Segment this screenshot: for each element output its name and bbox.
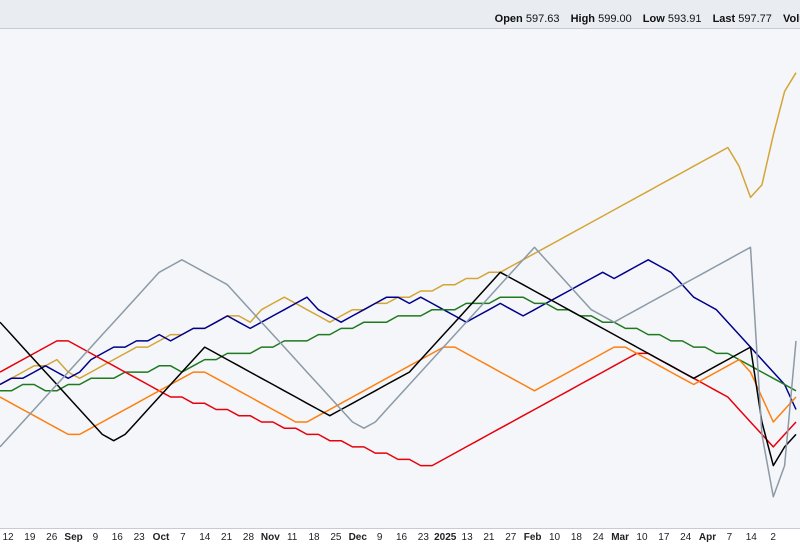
open-value: 597.63	[525, 13, 560, 25]
x-tick-label: 7	[180, 532, 186, 543]
x-tick-label: 10	[548, 532, 561, 543]
x-tick-label: 11	[286, 532, 298, 543]
x-tick-label: 9	[92, 532, 99, 543]
open-label: Open	[494, 13, 523, 25]
x-tick-label: 14	[199, 532, 211, 543]
series-line-7	[0, 246, 797, 498]
low-value: 593.91	[667, 13, 702, 25]
x-tick-label: Apr	[698, 532, 717, 543]
x-tick-label: Mar	[611, 532, 630, 543]
last-label: Last	[712, 13, 736, 25]
x-tick-label: 21	[221, 532, 233, 543]
x-tick-label: 21	[483, 532, 495, 543]
plot-area	[0, 29, 800, 528]
plot-background	[0, 29, 800, 528]
x-tick-label: 2025	[434, 532, 457, 543]
x-tick-label: 13	[461, 532, 473, 543]
last-value: 597.77	[738, 13, 772, 25]
x-tick-label: 16	[111, 532, 123, 543]
high-label: High	[570, 13, 596, 25]
x-tick-label: 24	[592, 532, 604, 543]
low-label: Low	[642, 13, 665, 25]
x-tick-label: 16	[395, 532, 408, 543]
series-line-5	[0, 346, 797, 436]
series-layer	[0, 72, 797, 498]
x-tick-label: Sep	[64, 532, 83, 543]
volume-label: Volu	[782, 13, 800, 25]
x-tick-label: 9	[376, 532, 383, 543]
x-tick-label: 28	[242, 532, 255, 543]
x-tick-label: 17	[658, 532, 670, 543]
x-tick-label: 24	[680, 532, 692, 543]
x-tick-label: Dec	[348, 532, 367, 543]
series-line-2	[0, 259, 797, 410]
quote-bar: Open 597.63 High 599.00 Low 593.91 Last …	[0, 0, 800, 29]
x-tick-label: 26	[46, 532, 58, 543]
x-tick-label: 10	[636, 532, 648, 543]
high-value: 599.00	[598, 13, 632, 25]
x-tick-label: 25	[330, 532, 342, 543]
x-tick-label: 12	[2, 532, 14, 543]
x-tick-label: 18	[570, 532, 582, 543]
x-tick-label: 14	[745, 532, 757, 543]
x-tick-label: Nov	[260, 532, 280, 543]
x-tick-label: 19	[24, 532, 36, 543]
series-line-3	[0, 296, 797, 392]
x-tick-label: 7	[726, 532, 733, 543]
x-tick-label: 2	[770, 532, 776, 543]
x-tick-label: 23	[417, 532, 429, 543]
x-tick-label: 23	[133, 532, 145, 543]
x-tick-label: Oct	[152, 532, 170, 543]
x-tick-label: 27	[505, 532, 517, 543]
x-tick-label: 18	[308, 532, 320, 543]
x-tick-label: Feb	[523, 532, 542, 543]
series-line-6	[0, 271, 797, 467]
x-axis: 12 19 26 Sep 9 16 23 Oct 7 14 21 28 Nov 11 18 25 Dec 9 16 2…	[0, 528, 800, 547]
ohlc-readout: Open 597.63 High 599.00 Low 593.91 Last …	[495, 13, 800, 25]
